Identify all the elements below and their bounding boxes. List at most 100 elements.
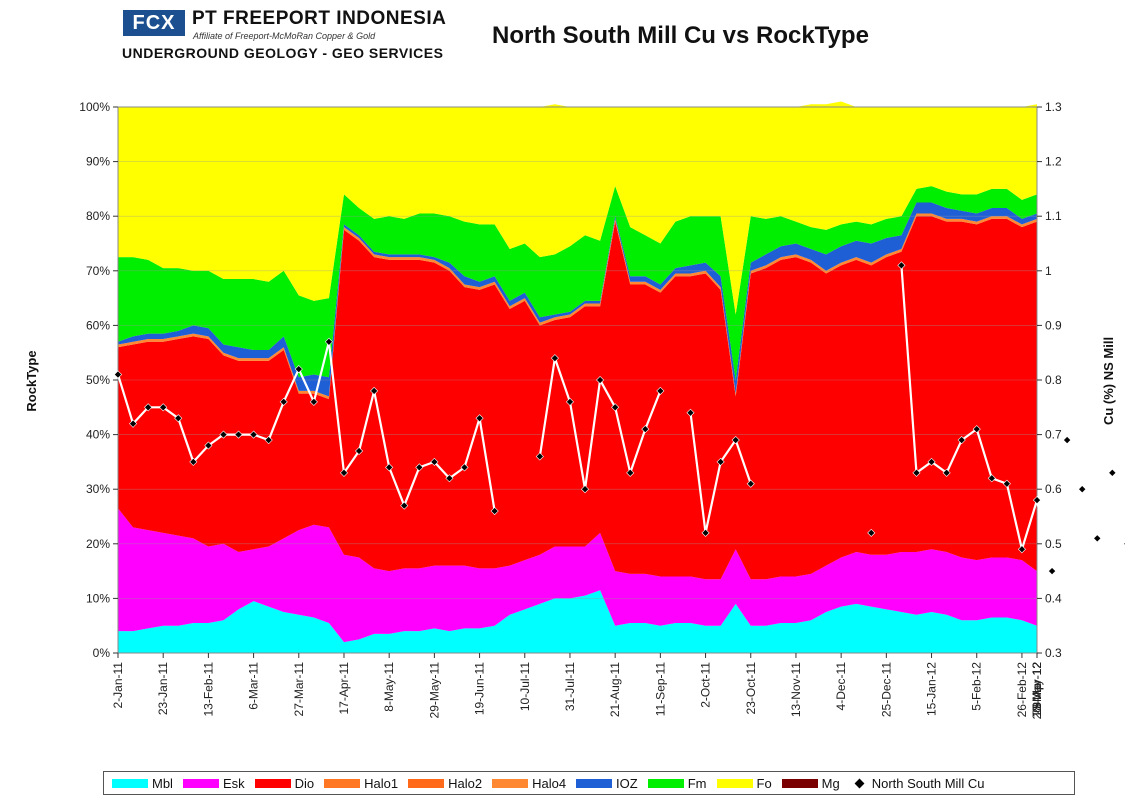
y2-tick-label: 0.3 [1045,646,1062,660]
y-tick-label: 50% [86,373,110,387]
fcx-logo-mark: FCX [123,10,185,36]
stacked-area-layer [118,101,1037,653]
x-tick-label: 11-Sep-11 [653,662,667,717]
cu-point [264,436,273,445]
cu-point [385,463,394,472]
cu-point [1048,567,1057,576]
area-esk [118,508,1037,643]
legend-item-fo: Fo [716,776,772,791]
cu-point [249,430,258,439]
chart-legend: Mbl Esk Dio Halo1 Halo2 Halo4 IOZ Fm Fo Mg North S… [103,771,1075,795]
cu-point [129,419,138,428]
cu-point [912,468,921,477]
cu-point [1002,479,1011,488]
cu-point [656,386,665,395]
legend-swatch [647,778,684,788]
legend-item-ioz: IOZ [576,776,638,791]
y-tick-label: 0% [93,646,111,660]
y2-tick-label: 0.9 [1045,318,1062,332]
area-mbl [118,590,1037,653]
cu-point [596,375,605,385]
cu-point [189,457,198,466]
y2-tick-label: 0.7 [1045,428,1062,442]
legend-item-halo2: Halo2 [408,776,482,791]
legend-item-dio: Dio [254,775,315,791]
cu-point [400,501,409,510]
x-tick-label: 27-Mar-11 [292,662,306,717]
legend-swatch [182,778,219,788]
legend-swatch [324,778,361,788]
x-tick-label: 29-May-11 [427,662,441,719]
legend-label: Mbl [152,775,173,791]
y2-axis-title: Cu (%) NS Mill [1101,337,1116,425]
cu-point [460,463,469,472]
cu-point [1108,468,1117,477]
x-tick-label: 31-Jul-11 [563,662,577,711]
area-mg [118,101,1037,107]
x-tick-label: 4-Dec-11 [834,662,848,711]
legend-label: Fm [687,775,707,791]
y2-tick-label: 1.1 [1045,209,1062,223]
cu-point [370,386,379,395]
y2-tick-label: 0.5 [1045,537,1062,551]
cu-point [475,414,484,423]
area-fo [118,101,1037,315]
area-ioz [118,202,1037,397]
cu-point [144,403,153,412]
y-tick-label: 60% [86,318,110,332]
cu-point [174,414,183,423]
cu-point [701,528,710,537]
y2-axis-ticks: 0.3 0.4 0.5 0.6 0.7 0.8 0.9 1 1.1 1.2 1.3 [1037,100,1062,660]
cu-point [987,474,996,483]
rocktype-cu-chart: 0% 10% 20% 30% 40% 50% 60% 70% 80% 90% 100% 0.3 0.4… [24,100,1125,720]
x-tick-label: 25-Dec-11 [879,662,893,717]
area-halo4 [118,213,1037,400]
cu-point [445,474,454,483]
legend-item-halo4: Halo4 [492,776,566,791]
cu-point [972,425,981,434]
cu-point [113,370,123,379]
y2-tick-label: 0.8 [1045,373,1062,387]
legend-label: Halo2 [448,775,483,791]
y-tick-label: 100% [79,100,110,114]
legend-label: Dio [294,775,315,791]
y-tick-label: 20% [86,537,110,551]
legend-label: IOZ [616,775,638,791]
y-axis-ticks: 0% 10% 20% 30% 40% 50% 60% 70% 80% 90% 100% [79,100,118,660]
cu-point [716,457,725,466]
x-tick-label: 26-Feb-12 [1015,662,1029,718]
x-tick-label: 15-Jan-12 [925,662,939,716]
y-axis-title: RockType [24,350,39,411]
department-name: UNDERGROUND GEOLOGY - GEO SERVICES [122,45,444,61]
cu-line-layer [113,261,1125,576]
cu-point [490,507,499,516]
legend-item-fm: Fm [647,775,707,791]
y2-tick-label: 1.3 [1045,100,1062,114]
cu-point [897,261,906,270]
legend-item-mbl: Mbl [112,776,173,791]
cu-point [867,528,876,537]
company-logo: FCX PT FREEPORT INDONESIA Affiliate of F… [120,6,465,64]
cu-point [355,446,364,456]
x-tick-label: 23-Jan-11 [156,662,170,715]
cu-point [339,468,349,477]
cu-point [686,408,695,417]
cu-point [927,457,936,466]
cu-point [415,463,424,472]
cu-point [611,403,620,412]
cu-point [1017,545,1026,554]
diamond-marker-icon [854,778,865,788]
legend-swatch [254,778,291,788]
legend-item-mg: Mg [781,776,840,791]
chart-title: North South Mill Cu vs RockType [492,22,869,49]
legend-label: Halo1 [364,775,399,791]
y-tick-label: 40% [86,428,110,442]
x-tick-label: 20-May-12 [1030,662,1044,720]
cu-point [731,436,740,445]
cu-point [279,397,288,406]
cu-point [581,485,590,494]
y2-tick-label: 0.6 [1045,482,1062,496]
area-dio [118,216,1037,580]
legend-swatch [716,778,753,788]
x-tick-label: 13-Feb-11 [201,662,215,717]
